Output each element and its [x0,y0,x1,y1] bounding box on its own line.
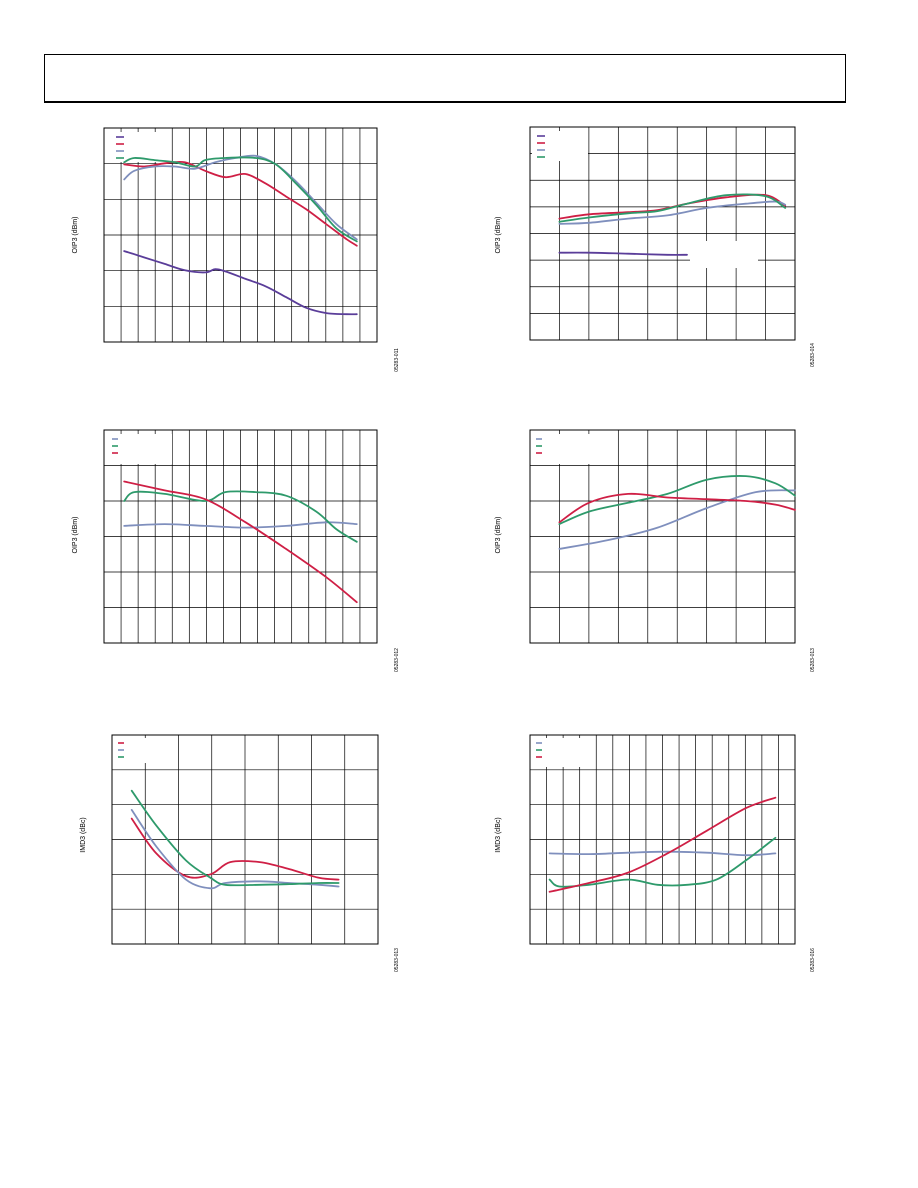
grid [530,127,795,340]
series-line-blue [548,850,777,857]
chart-4: OIP3 (dBm) 05283-013 [495,429,816,672]
annotation-box [690,241,758,268]
legend-box [108,434,172,464]
series-line-green [123,490,358,543]
figure-id: 05283-013 [810,648,816,672]
legend-box [532,434,596,464]
y-axis-label: OIP3 (dBm) [495,517,502,554]
series-line-blue [130,809,340,890]
series-line-green [123,156,358,243]
figure-id: 05283-014 [810,343,816,367]
y-axis-label: OIP3 (dBm) [72,517,79,554]
series-line-red [548,796,777,893]
series-line-red [123,160,358,247]
chart-5: IMD3 (dBc) 05283-013 [80,734,400,972]
series-line-blue [558,200,787,225]
y-axis-label: OIP3 (dBm) [72,217,79,254]
y-axis-label: IMD3 (dBc) [495,817,502,852]
series-line-green [130,789,340,887]
grid [530,430,795,643]
legend-box [114,738,178,763]
series-line-blue [558,489,796,550]
figure-id: 05283-012 [394,648,400,672]
series-line-red [130,817,340,881]
chart-1: OIP3 (dBm) 05283-011 [72,127,400,372]
series-line-green [558,475,796,525]
figure-id: 05283-016 [810,948,816,972]
series-line-blue [123,521,358,529]
series-line-purple [558,251,688,256]
chart-3: OIP3 (dBm) 05283-012 [72,429,400,672]
chart-6: IMD3 (dBc) 05283-016 [495,734,816,972]
series-line-green [558,193,787,223]
grid [104,430,377,643]
series-line-red [558,492,796,524]
y-axis-label: IMD3 (dBc) [80,817,87,852]
series-line-purple [123,250,358,316]
series-line-green [548,836,777,888]
grid [530,735,795,944]
series-line-red [123,480,358,604]
chart-2: OIP3 (dBm) 05283-014 [495,126,816,367]
figure-id: 05283-013 [394,948,400,972]
figure-id: 05283-011 [394,348,400,372]
y-axis-label: OIP3 (dBm) [495,217,502,254]
grid [104,128,377,342]
page-header-box [44,54,846,103]
